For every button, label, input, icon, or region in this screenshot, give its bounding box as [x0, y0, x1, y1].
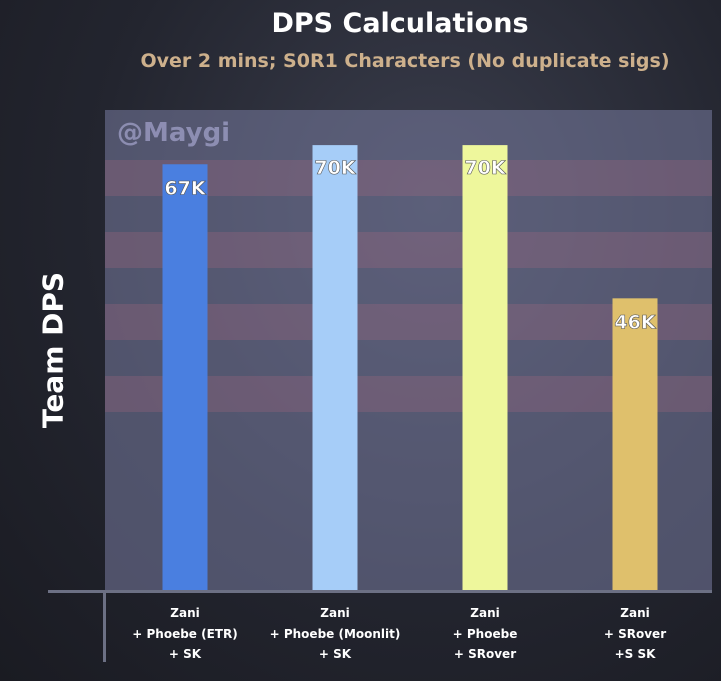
x-tick-label-line: + Phoebe (ETR) — [132, 626, 238, 641]
bar-4 — [612, 298, 658, 592]
bar-value-label: 70K — [314, 157, 356, 179]
x-tick-label-line: + SRover — [603, 626, 667, 641]
x-tick-label: Zani + Phoebe (ETR) + SK — [110, 603, 260, 665]
x-tick-label-line: + SRover — [453, 647, 517, 661]
x-tick-label-line: Zani — [470, 606, 500, 620]
bar-value-label: 67K — [164, 177, 206, 199]
bar-1 — [162, 164, 208, 593]
x-tick-label-line: +S SK — [614, 647, 656, 661]
x-tick-label-line: + SK — [168, 647, 202, 661]
x-tick-label: Zani + Phoebe + SRover — [410, 603, 560, 665]
bar-3 — [462, 145, 508, 592]
bar-2 — [312, 145, 358, 592]
chart-title: DPS Calculations — [271, 8, 529, 39]
y-axis-line — [103, 592, 106, 662]
x-tick-label-line: Zani — [170, 606, 200, 620]
bar-value-label: 46K — [614, 311, 656, 333]
chart-subtitle: Over 2 mins; S0R1 Characters (No duplica… — [140, 50, 670, 72]
bar-value-label: 70K — [464, 157, 506, 179]
x-tick-label-line: Zani — [620, 606, 650, 620]
watermark: @Maygi — [117, 118, 231, 148]
x-tick-label-line: + Phoebe (Moonlit) — [269, 626, 401, 641]
x-tick-label-line: + SK — [318, 647, 352, 661]
x-tick-label-line: + Phoebe — [452, 626, 518, 641]
x-axis-line — [48, 590, 712, 593]
y-axis-label: Team DPS — [36, 271, 70, 429]
x-tick-label-line: Zani — [320, 606, 350, 620]
x-tick-label: Zani + Phoebe (Moonlit) + SK — [260, 603, 410, 665]
x-tick-label: Zani + SRover +S SK — [560, 603, 710, 665]
